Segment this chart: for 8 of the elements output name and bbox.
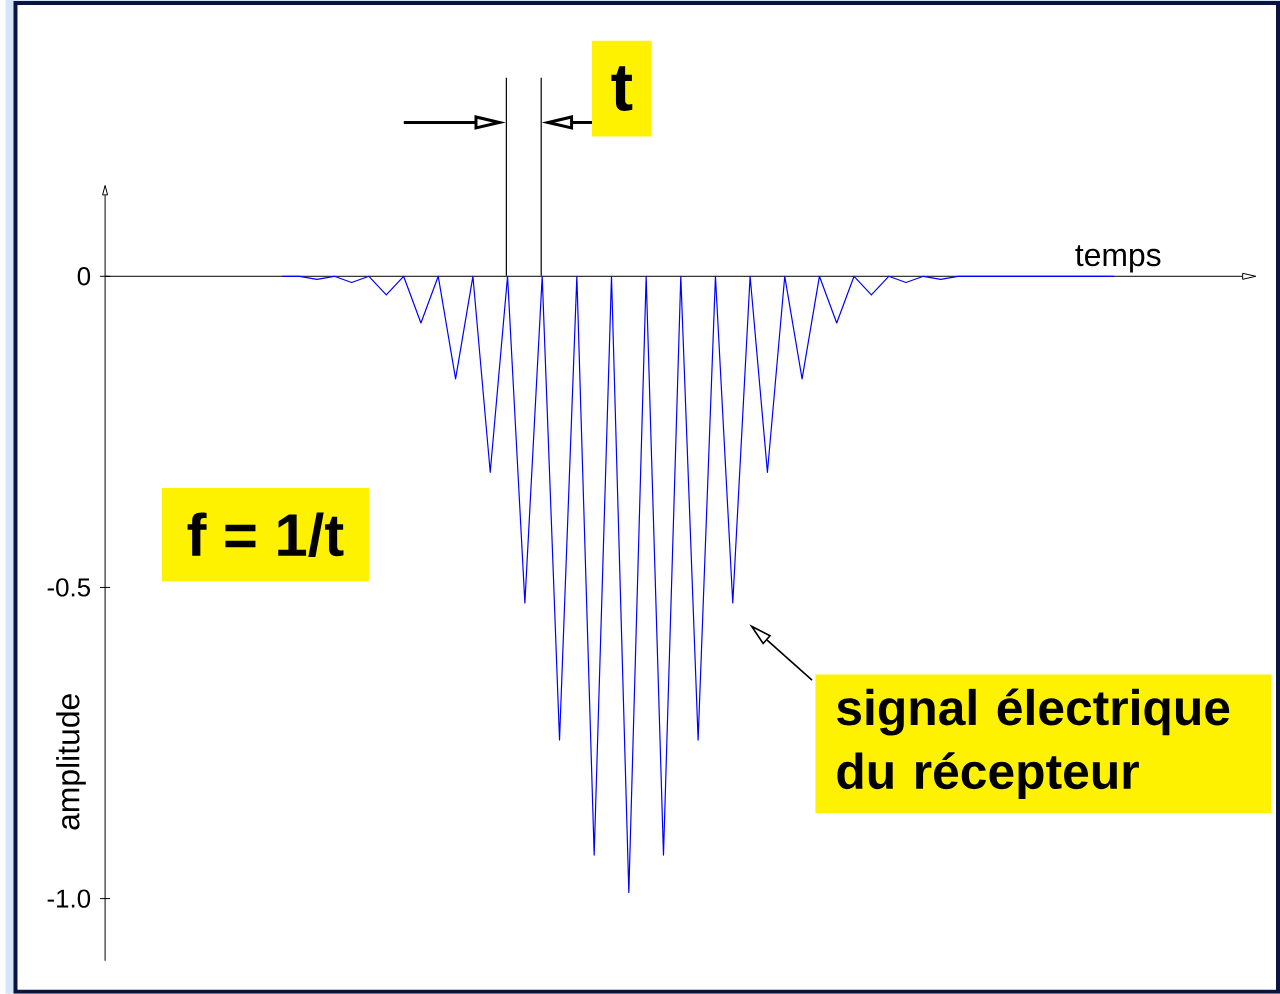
text: t bbox=[611, 66, 633, 112]
y-tick-label: -1.0 bbox=[47, 889, 91, 908]
annotation: f = 1/t bbox=[187, 512, 344, 558]
y-axis-title: amplitude bbox=[56, 694, 86, 830]
y-tick-label: -0.5 bbox=[47, 578, 90, 597]
x-axis-title: temps bbox=[1075, 245, 1161, 273]
y-tick-label: 0 bbox=[77, 267, 91, 286]
annotation: signal électrique du récepteur bbox=[837, 688, 1230, 800]
